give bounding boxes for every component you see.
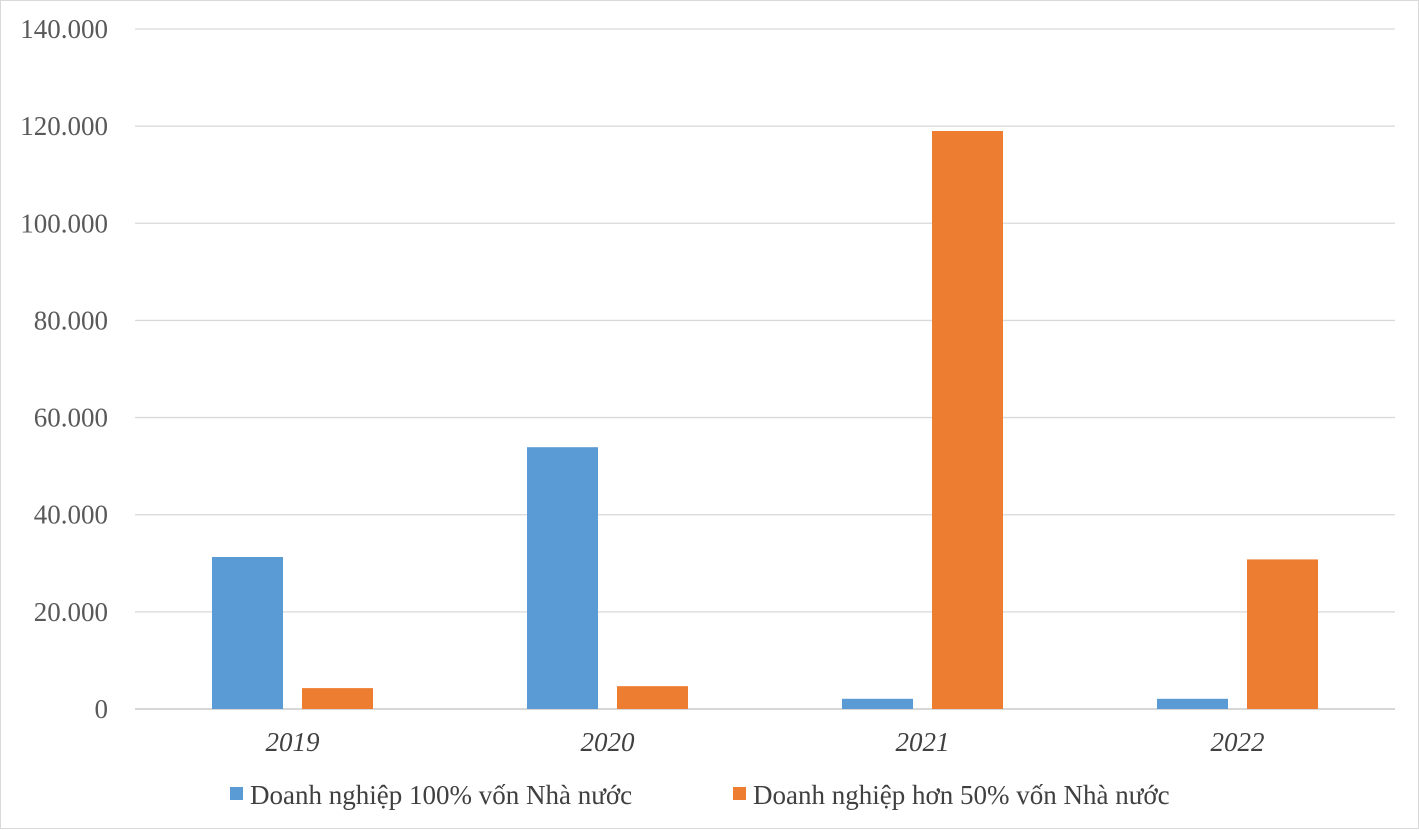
y-tick-label: 140.000 [20, 14, 108, 44]
y-tick-label: 0 [95, 694, 109, 724]
bar-2021-series-1 [842, 698, 913, 709]
y-tick-label: 80.000 [34, 305, 108, 335]
y-tick-label: 40.000 [34, 500, 108, 530]
bar-2020-series-2 [617, 686, 688, 709]
x-tick-label: 2020 [581, 727, 636, 757]
bar-2022-series-2 [1247, 559, 1318, 709]
legend-swatch-series-2 [733, 787, 746, 800]
bar-2022-series-1 [1157, 698, 1228, 709]
y-tick-label: 60.000 [34, 403, 108, 433]
bar-2021-series-2 [932, 131, 1003, 709]
y-axis-ticks: 0 20.000 40.000 60.000 80.000 100.000 120.000 1… [20, 14, 108, 724]
x-tick-label: 2019 [266, 727, 321, 757]
y-tick-label: 100.000 [20, 208, 108, 238]
bar-2020-series-1 [527, 447, 598, 709]
x-tick-label: 2021 [896, 727, 950, 757]
legend-label-series-2: Doanh nghiệp hơn 50% vốn Nhà nước [753, 780, 1170, 810]
bar-2019-series-2 [302, 688, 373, 709]
legend-label-series-1: Doanh nghiệp 100% vốn Nhà nước [250, 780, 632, 810]
legend: Doanh nghiệp 100% vốn Nhà nước Doanh nghi… [230, 780, 1170, 810]
legend-swatch-series-1 [230, 787, 243, 800]
x-tick-label: 2022 [1211, 727, 1265, 757]
bars [212, 131, 1318, 709]
y-tick-label: 20.000 [34, 597, 108, 627]
x-axis-ticks: 2019 2020 2021 2022 [266, 727, 1265, 757]
gridlines [135, 28, 1395, 710]
y-tick-label: 120.000 [20, 111, 108, 141]
bar-2019-series-1 [212, 556, 283, 709]
